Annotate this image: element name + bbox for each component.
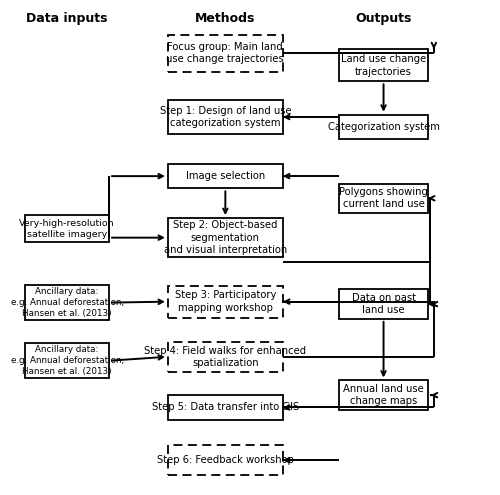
FancyBboxPatch shape xyxy=(339,380,428,410)
FancyBboxPatch shape xyxy=(168,100,283,134)
Text: Very-high-resolution
satellite imagery: Very-high-resolution satellite imagery xyxy=(20,219,115,239)
FancyBboxPatch shape xyxy=(25,215,109,243)
Text: Ancillary data:
e.g. Annual deforestation,
Hansen et al. (2013): Ancillary data: e.g. Annual deforestatio… xyxy=(10,345,124,376)
Text: Annual land use
change maps: Annual land use change maps xyxy=(343,384,424,406)
Text: Step 2: Object-based
segmentation
and visual interpretation: Step 2: Object-based segmentation and vi… xyxy=(164,220,287,255)
FancyBboxPatch shape xyxy=(168,395,283,420)
Text: Outputs: Outputs xyxy=(356,12,412,25)
FancyBboxPatch shape xyxy=(168,342,283,372)
FancyBboxPatch shape xyxy=(25,344,109,378)
FancyBboxPatch shape xyxy=(168,35,283,72)
FancyBboxPatch shape xyxy=(168,286,283,318)
Text: Image selection: Image selection xyxy=(186,171,265,181)
Text: Step 6: Feedback workshop: Step 6: Feedback workshop xyxy=(157,455,294,465)
FancyBboxPatch shape xyxy=(25,286,109,320)
FancyBboxPatch shape xyxy=(168,446,283,475)
Text: Step 1: Design of land use
categorization system: Step 1: Design of land use categorizatio… xyxy=(160,106,291,128)
Text: Categorization system: Categorization system xyxy=(328,122,440,132)
FancyBboxPatch shape xyxy=(168,218,283,257)
FancyBboxPatch shape xyxy=(168,164,283,189)
Text: Data on past
land use: Data on past land use xyxy=(352,293,416,315)
Text: Step 3: Participatory
mapping workshop: Step 3: Participatory mapping workshop xyxy=(174,291,276,313)
FancyBboxPatch shape xyxy=(339,50,428,81)
Text: Methods: Methods xyxy=(195,12,256,25)
FancyBboxPatch shape xyxy=(339,115,428,139)
Text: Data inputs: Data inputs xyxy=(26,12,108,25)
FancyBboxPatch shape xyxy=(339,184,428,213)
Text: Step 5: Data transfer into GIS: Step 5: Data transfer into GIS xyxy=(152,402,299,412)
Text: Polygons showing
current land use: Polygons showing current land use xyxy=(339,187,428,209)
Text: Step 4: Field walks for enhanced
spatialization: Step 4: Field walks for enhanced spatial… xyxy=(144,346,306,368)
Text: Ancillary data:
e.g. Annual deforestation,
Hansen et al. (2013): Ancillary data: e.g. Annual deforestatio… xyxy=(10,287,124,318)
FancyBboxPatch shape xyxy=(339,290,428,319)
Text: Land use change
trajectories: Land use change trajectories xyxy=(341,54,426,77)
Text: Focus group: Main land
use change trajectories: Focus group: Main land use change trajec… xyxy=(166,42,284,64)
